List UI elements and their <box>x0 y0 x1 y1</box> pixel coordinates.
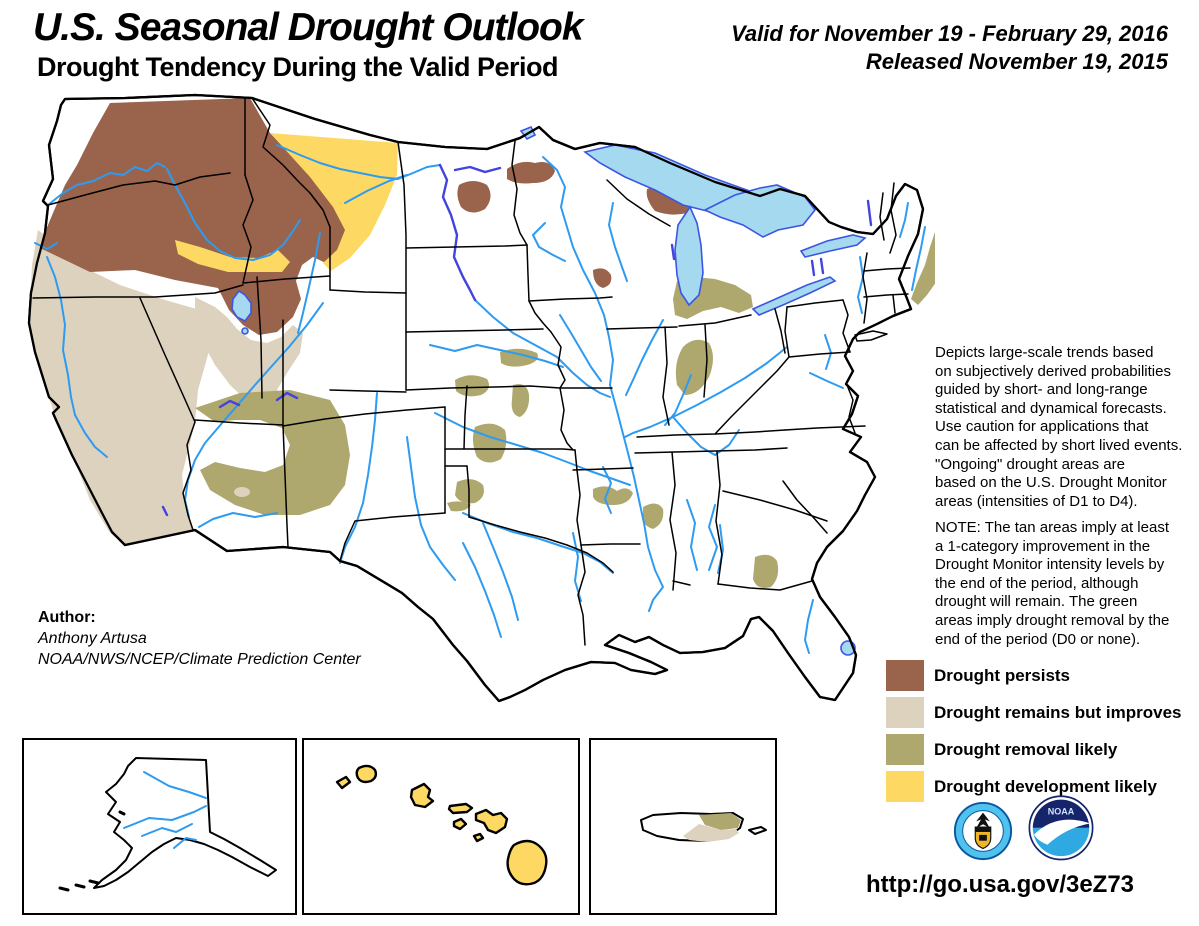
pr-region-improves <box>683 824 739 842</box>
aleutian-islands <box>58 810 126 892</box>
release-date: Released November 19, 2015 <box>865 49 1168 74</box>
legend-label: Drought remains but improves <box>934 703 1182 722</box>
color-key-note: NOTE: The tan areas imply at least a 1-c… <box>935 519 1170 648</box>
vieques-island <box>748 826 767 835</box>
inset-puerto-rico <box>589 738 777 915</box>
permalink-url[interactable]: http://go.usa.gov/3eZ73 <box>866 871 1135 898</box>
us-coastline <box>27 93 925 703</box>
legend-item-removal: Drought removal likely <box>886 732 1196 769</box>
long-island <box>854 330 888 342</box>
legend-swatch-development <box>886 771 924 802</box>
region-development-montana <box>270 133 398 271</box>
methodology-note: Depicts large-scale trends based on subj… <box>935 344 1183 510</box>
department-of-commerce-seal-icon <box>953 801 1013 861</box>
great-salt-lake <box>231 289 252 323</box>
legend-swatch-removal <box>886 734 924 765</box>
deep-water-features <box>161 163 873 517</box>
legend-label: Drought persists <box>934 666 1071 685</box>
lake-erie <box>751 276 837 316</box>
drought-regions <box>29 98 935 588</box>
state-borders <box>32 97 911 646</box>
noaa-logo-icon: NOAA <box>1028 795 1094 861</box>
region-persists-northwest <box>40 98 350 335</box>
utah-lake <box>241 327 249 335</box>
hawaii-map <box>335 764 548 886</box>
author-label: Author: <box>38 609 96 626</box>
lake-huron <box>703 184 817 238</box>
inset-hawaii <box>302 738 580 915</box>
region-persists-patches <box>457 161 690 288</box>
author-block: Author: Anthony Artusa NOAA/NWS/NCEP/Cli… <box>38 607 361 670</box>
legend-swatch-improves <box>886 697 924 728</box>
region-improves-az-spot <box>234 487 250 497</box>
author-name: Anthony Artusa <box>38 630 147 647</box>
inset-alaska <box>22 738 297 915</box>
region-improves-utah <box>195 297 303 407</box>
alaska-rivers <box>123 771 207 849</box>
region-improves-california <box>29 230 213 545</box>
lake-ontario <box>799 234 867 258</box>
legend-label: Drought removal likely <box>934 740 1118 759</box>
legend-item-persists: Drought persists <box>886 658 1196 695</box>
hawaiian-islands <box>335 764 548 886</box>
valid-period: Valid for November 19 - February 29, 201… <box>731 21 1168 46</box>
lake-michigan <box>674 205 704 307</box>
great-lakes <box>231 125 867 656</box>
legend: Drought persists Drought remains but imp… <box>886 658 1196 806</box>
alaska-map <box>58 757 277 892</box>
legend-swatch-persists <box>886 660 924 691</box>
region-development-snake-plain <box>175 240 290 272</box>
svg-text:NOAA: NOAA <box>1048 806 1075 816</box>
page-title: U.S. Seasonal Drought Outlook <box>33 6 584 49</box>
author-org: NOAA/NWS/NCEP/Climate Prediction Center <box>38 651 361 668</box>
legend-item-development: Drought development likely <box>886 769 1196 806</box>
pr-region-removal <box>699 813 741 830</box>
legend-label: Drought development likely <box>934 777 1157 796</box>
page-subtitle: Drought Tendency During the Valid Period <box>37 52 559 82</box>
legend-item-improves: Drought remains but improves <box>886 695 1196 732</box>
us-drought-map <box>27 93 935 703</box>
puerto-rico-map <box>640 812 767 842</box>
validity-block: Valid for November 19 - February 29, 201… <box>640 20 1168 76</box>
